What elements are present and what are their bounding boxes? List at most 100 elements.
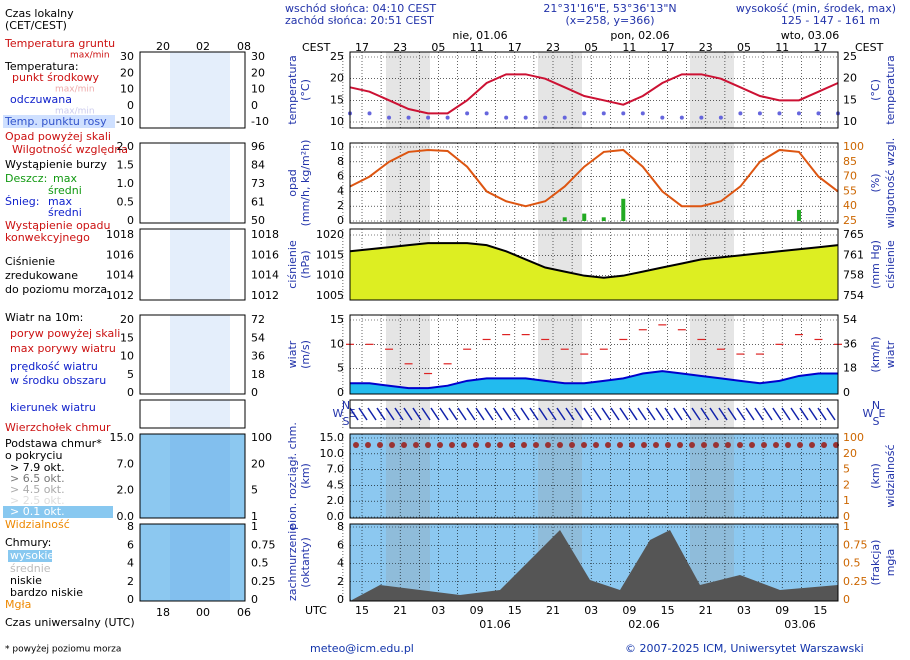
- wind-arrow: [385, 407, 395, 421]
- t: (CET/CEST): [5, 19, 67, 32]
- cloud-top: [437, 442, 443, 448]
- y2-tick: 758: [843, 269, 864, 282]
- compass: S: [873, 415, 880, 428]
- y-tick: 20: [330, 72, 344, 85]
- y-tick: 15: [330, 93, 344, 106]
- y-tick: 0.0: [327, 510, 345, 523]
- t: poryw powyżej skali: [10, 327, 120, 340]
- mini-frame: [139, 228, 246, 301]
- t: bardzo niskie: [10, 586, 83, 599]
- y-tick: 8: [337, 155, 344, 168]
- cloud-top: [809, 442, 815, 448]
- y2-tick: 0: [843, 593, 850, 606]
- axis-label: zachmurzenie: [286, 524, 299, 601]
- wind-arrow: [511, 407, 521, 421]
- t: o pokryciu: [5, 449, 62, 462]
- hour: 23: [546, 41, 560, 54]
- line: [349, 148, 839, 208]
- dot: [777, 111, 782, 116]
- o01-bg: [3, 506, 113, 518]
- t: Ciśnienie: [5, 255, 55, 268]
- mini-tick: 18: [251, 368, 265, 381]
- mini-tick: 61: [251, 196, 265, 209]
- y2-tick: 85: [843, 155, 857, 168]
- t: prędkość wiatru: [10, 360, 98, 373]
- cloud-top: [509, 442, 515, 448]
- date: 01.06: [479, 618, 511, 631]
- wind-arrow: [475, 407, 485, 421]
- hour: 03: [431, 604, 445, 617]
- precip-bar: [582, 213, 587, 221]
- t: wysokie: [10, 549, 54, 562]
- axis-label: opad: [286, 169, 299, 196]
- wind-arrow: [529, 407, 539, 421]
- frame: [349, 228, 839, 301]
- elevation-title: wysokość (min, środek, max): [736, 2, 896, 15]
- cloud-top: [593, 442, 599, 448]
- night: [538, 143, 582, 223]
- dot: [621, 111, 626, 116]
- mini-tick: 1018: [106, 228, 134, 241]
- axis-label: (hPa): [299, 250, 312, 278]
- cloud-top: [485, 442, 491, 448]
- axis-label: (km): [299, 463, 312, 489]
- t: Temperatura:: [4, 60, 79, 73]
- wind-arrow: [619, 407, 629, 421]
- axis-label: wiatr: [286, 340, 299, 368]
- compass: N: [872, 399, 880, 412]
- cloud-top: [401, 442, 407, 448]
- mini-tick: 10: [120, 350, 134, 363]
- t: Śnieg:: [5, 195, 39, 208]
- email[interactable]: meteo@icm.edu.pl: [310, 642, 414, 655]
- compass: S: [343, 415, 350, 428]
- night: [690, 143, 734, 223]
- dot: [601, 111, 606, 116]
- mini-tick: 1018: [251, 228, 279, 241]
- y2-tick: 0.5: [843, 557, 861, 570]
- t: Podstawa chmur*: [5, 437, 102, 450]
- dot: [679, 115, 684, 120]
- y-tick: 4.5: [327, 478, 345, 491]
- date: wto, 03.06: [781, 29, 840, 42]
- mini-tick: 20: [120, 66, 134, 79]
- axis-label: (oktanty): [299, 537, 312, 588]
- axis-label: (km/h): [869, 336, 882, 372]
- dew-bg: [3, 115, 115, 128]
- night: [690, 434, 734, 518]
- t: Deszcz:: [5, 172, 47, 185]
- cloud-top: [617, 442, 623, 448]
- coords: 21°31'16"E, 53°36'13"N: [543, 2, 676, 15]
- compass: N: [342, 399, 350, 412]
- y-tick: 15: [330, 313, 344, 326]
- mini-bg: [140, 143, 245, 223]
- wind-arrow: [502, 407, 512, 421]
- y2-tick: 0: [843, 510, 850, 523]
- wind-arrow: [817, 407, 827, 421]
- t: średnie: [10, 562, 51, 575]
- axis-label: widzialność: [884, 444, 897, 507]
- t: * powyżej poziomu morza: [5, 645, 121, 655]
- area: [350, 243, 838, 300]
- mini-tick: 36: [251, 350, 265, 363]
- mini-tick: 72: [251, 313, 265, 326]
- y-tick: 2.0: [327, 494, 345, 507]
- dot: [523, 115, 528, 120]
- mini-tick: 2.0: [117, 140, 135, 153]
- cloud-top: [641, 442, 647, 448]
- mini-tick: 8: [127, 520, 134, 533]
- y2-tick: 36: [843, 337, 857, 350]
- y-tick: 1015: [316, 248, 344, 261]
- y2-tick: 1: [843, 494, 850, 507]
- panel-bg: [350, 52, 838, 128]
- dot: [660, 115, 665, 120]
- line: [349, 242, 839, 279]
- y-tick: 10: [330, 115, 344, 128]
- mini-tick: 5: [251, 484, 258, 497]
- wind-arrow: [655, 407, 665, 421]
- cloud-top: [557, 442, 563, 448]
- t: Widzialność: [5, 518, 70, 531]
- t: Mgła: [5, 598, 31, 611]
- y-tick: 2: [337, 199, 344, 212]
- cloud-top: [449, 442, 455, 448]
